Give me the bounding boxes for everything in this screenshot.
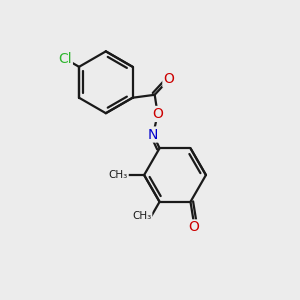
Text: CH₃: CH₃ — [132, 211, 152, 221]
Text: CH₃: CH₃ — [109, 170, 128, 180]
Text: N: N — [148, 128, 158, 142]
Text: O: O — [164, 73, 174, 86]
Text: O: O — [188, 220, 199, 234]
Text: O: O — [152, 107, 163, 121]
Text: Cl: Cl — [58, 52, 72, 66]
